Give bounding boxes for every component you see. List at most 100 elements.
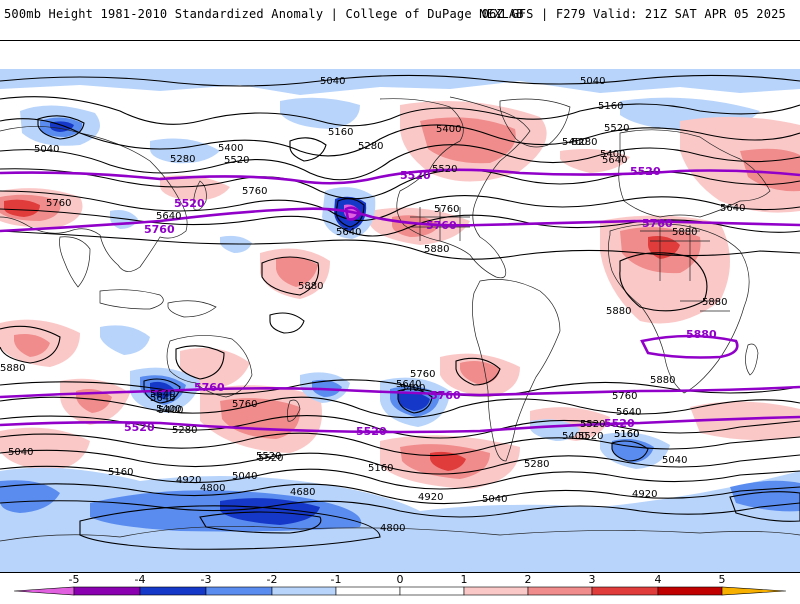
anomaly-pos2-region	[14, 334, 50, 357]
contour-5880-closed	[269, 312, 305, 334]
contour-5640-south	[0, 396, 800, 419]
contour-5880-closed	[261, 256, 320, 296]
anomaly-map: 5040 5040 5160 5040 5400 5280 5400 5520 …	[0, 69, 800, 572]
purple-contour-label: 5520	[604, 417, 635, 430]
contour-label: 5400	[400, 383, 425, 394]
anomaly-neg3-region	[220, 498, 320, 525]
map-title: 500mb Height 1981-2010 Standardized Anom…	[4, 7, 524, 21]
purple-contour-5760-south	[0, 385, 800, 399]
anomaly-shading	[0, 69, 800, 572]
contour-label: 5040	[320, 76, 345, 87]
purple-contour-label: 5760	[144, 223, 175, 236]
contour-5160-closed	[611, 440, 649, 462]
colorbar-swatch-pos5-arrow	[721, 586, 787, 596]
contour-label: 5160	[614, 429, 639, 440]
africa-coast	[608, 223, 750, 394]
anomaly-pos1-region	[160, 175, 230, 201]
contour-label: 5640	[720, 203, 745, 214]
purple-contour-label: 5520	[400, 169, 431, 182]
anomaly-pos2-region	[460, 361, 500, 385]
anomaly-neg1-region	[110, 210, 138, 229]
contour-5280-closed	[289, 137, 327, 162]
contour-4800-closed	[79, 505, 381, 550]
colorbar-tick-label: -1	[331, 573, 342, 586]
contour-4920-south	[0, 500, 800, 518]
contour-label: 5280	[170, 154, 195, 165]
contour-label: 5640	[616, 407, 641, 418]
contour-5880-closed	[455, 357, 501, 386]
contour-5400-closed	[143, 378, 181, 404]
contour-label: 5520	[256, 451, 281, 462]
purple-contour-5880-closed	[640, 334, 739, 359]
contour-label: 5160	[598, 101, 623, 112]
contour-5640-closed-low	[335, 198, 365, 228]
black-contour-labels: 5040 5040 5160 5040 5400 5280 5400 5520 …	[0, 76, 745, 534]
anomaly-pos1-region	[560, 149, 630, 173]
contour-label: 5760	[612, 391, 637, 402]
contour-label: 5880	[650, 375, 675, 386]
contour-label: 5520	[258, 453, 283, 464]
new-guinea-coast	[167, 300, 217, 318]
contour-5400-south	[0, 432, 800, 457]
colorbar-swatch-neg5-arrow	[13, 586, 75, 596]
purple-contour-label: 5880	[686, 328, 717, 341]
run-info: 06Z GFS | F279 Valid: 21Z SAT APR 05 202…	[481, 7, 786, 21]
contour-label: 5760	[46, 198, 71, 209]
contour-5040-north	[0, 74, 800, 87]
contour-5400-north	[0, 144, 800, 181]
contour-label: 5880	[424, 244, 449, 255]
antarctica-coast	[0, 525, 800, 542]
contour-label: 5280	[358, 141, 383, 152]
contour-label: 5400	[436, 124, 461, 135]
europe-coast	[618, 129, 771, 218]
anomaly-pos2-region	[76, 389, 112, 413]
contour-label: 5880	[702, 297, 727, 308]
contour-label: 5400	[156, 404, 181, 415]
contour-label: 4920	[176, 475, 201, 486]
title-bar: 500mb Height 1981-2010 Standardized Anom…	[0, 0, 800, 30]
purple-contour-label: 5760	[194, 381, 225, 394]
contour-label: 5760	[410, 369, 435, 380]
colorbar-swatch-pos1	[463, 586, 529, 596]
contour-label: 5160	[614, 429, 639, 440]
colorbar-swatches	[13, 586, 787, 596]
purple-contour-label: 5520	[124, 421, 155, 434]
contour-label: 5400	[562, 431, 587, 442]
contour-label: 5040	[482, 494, 507, 505]
anomaly-pos1-region	[0, 427, 90, 471]
contour-label: 5400	[158, 405, 183, 416]
purple-contour-label: 5760	[426, 219, 457, 232]
new-zealand-coast	[286, 399, 301, 422]
contour-label: 5880	[298, 281, 323, 292]
contour-5280-south	[0, 449, 800, 475]
contour-label: 5280	[572, 137, 597, 148]
contour-5520-south	[0, 415, 800, 439]
japan-coast	[193, 180, 207, 211]
colorbar-swatch-pos4	[657, 586, 723, 596]
map-panel: 5040 5040 5160 5040 5400 5280 5400 5520 …	[0, 40, 800, 573]
contour-5040-south	[0, 483, 800, 505]
contour-label: 4680	[290, 487, 315, 498]
contour-5400-closed	[37, 115, 85, 140]
anomaly-pos2-region	[276, 257, 318, 287]
contour-5760-north	[0, 208, 800, 237]
contour-label: 5760	[242, 186, 267, 197]
contour-5640-north	[0, 190, 800, 222]
australia-coast	[166, 335, 253, 398]
colorbar-svg: -5 -4 -3 -2 -1 0 1 2 3 4 5	[13, 573, 787, 596]
colorbar-swatch-zero-neg	[335, 586, 401, 596]
contour-4680-closed	[199, 511, 322, 534]
purple-contour-label: 5520	[356, 425, 387, 438]
contour-label: 5640	[150, 393, 175, 404]
anomaly-neg1-region	[100, 325, 150, 355]
contour-label: 5040	[34, 144, 59, 155]
colorbar-tick-label: -4	[135, 573, 146, 586]
contour-label: 5040	[8, 447, 33, 458]
anomaly-pos3-region	[430, 451, 466, 471]
colorbar-tick-label: 3	[589, 573, 596, 586]
contour-label: 5520	[604, 123, 629, 134]
contour-label: 5520	[432, 164, 457, 175]
india-coast	[59, 236, 91, 288]
contour-label: 5520	[578, 431, 603, 442]
anomaly-pos3-region	[4, 199, 40, 217]
